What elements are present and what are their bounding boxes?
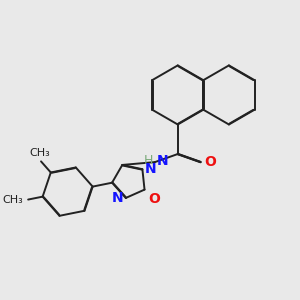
Text: H: H: [144, 154, 154, 167]
Text: O: O: [148, 192, 160, 206]
Text: O: O: [205, 155, 217, 169]
Text: N: N: [112, 191, 123, 205]
Text: CH₃: CH₃: [3, 195, 23, 205]
Text: CH₃: CH₃: [29, 148, 50, 158]
Text: N: N: [145, 162, 157, 176]
Text: N: N: [156, 154, 168, 168]
